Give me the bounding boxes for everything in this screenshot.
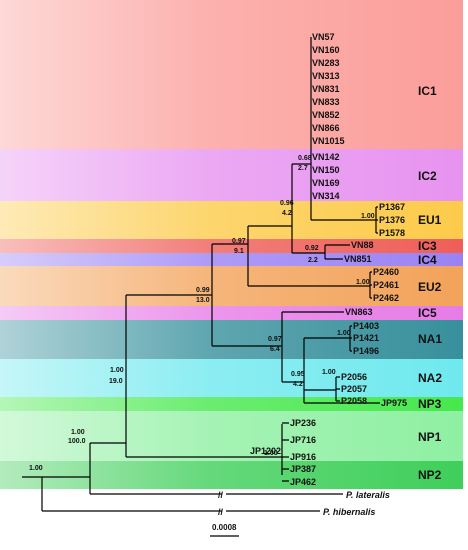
support-bs-ingroup: 19.0	[109, 378, 123, 385]
clade-label-eu1: EU1	[418, 213, 442, 227]
taxon-label: VN314	[312, 191, 340, 201]
taxon-label: P1367	[379, 202, 405, 212]
taxon-label: JP716	[290, 435, 316, 445]
support-pp-ingroup: 1.00	[110, 367, 124, 374]
taxon-label: VN863	[345, 307, 373, 317]
clade-label-eu2: EU2	[418, 280, 442, 294]
branch-eu1-tips	[376, 206, 378, 234]
clade-label-np2: NP2	[418, 468, 442, 482]
support-values: 0.68 2.7 0.96 4.2 1.00 0.92 2.2 0.97 9.1…	[29, 155, 375, 472]
taxon-label: P1496	[353, 346, 379, 356]
support-bs-na: 6.4	[270, 346, 280, 353]
clade-label-na2: NA2	[418, 371, 442, 385]
branch-na1-tips	[350, 325, 352, 352]
scale-bar-label: 0.0008	[212, 523, 237, 532]
support-bs-withlat: 100.0	[68, 438, 86, 445]
taxon-label: VN1015	[312, 136, 345, 146]
support-pp-np1np2: 1.00	[264, 450, 278, 457]
taxon-label: VN169	[312, 178, 340, 188]
taxon-label: JP387	[290, 464, 316, 474]
taxon-label: VN313	[312, 71, 340, 81]
taxon-label: VN866	[312, 123, 340, 133]
branch-eu2-tips	[370, 271, 372, 299]
taxon-label: P1421	[353, 333, 379, 343]
support-pp-eu1ic: 0.96	[280, 200, 294, 207]
taxon-label: P2460	[373, 267, 399, 277]
taxon-label: VN851	[344, 254, 372, 264]
branch-np2-tips	[282, 468, 289, 482]
taxon-label: VN852	[312, 110, 340, 120]
support-pp-withlat: 1.00	[71, 429, 85, 436]
outgroup-label-lateralis: P. lateralis	[346, 490, 390, 500]
clade-label-ic3: IC3	[418, 239, 437, 253]
taxon-label: VN57	[312, 32, 335, 42]
clade-label-ic1: IC1	[418, 84, 437, 98]
support-pp-ic: 0.68	[298, 155, 312, 162]
clade-label-na1: NA1	[418, 332, 442, 346]
support-pp-eu1: 1.00	[361, 213, 375, 220]
support-bs-eu2ic: 9.1	[234, 248, 244, 255]
taxon-label: P1376	[379, 215, 405, 225]
scale-bar: 0.0008	[210, 523, 239, 537]
support-pp-upper: 0.99	[196, 287, 210, 294]
taxon-label: VN831	[312, 84, 340, 94]
break-mark-lateralis: //	[218, 490, 224, 500]
taxon-label: VN88	[351, 240, 374, 250]
taxon-label: P2056	[341, 372, 367, 382]
support-bs-na2np3: 4.2	[293, 381, 303, 388]
taxon-label: P2461	[373, 280, 399, 290]
branch-na2-tips	[336, 376, 340, 402]
support-bs-ic34: 2.2	[308, 257, 318, 264]
taxon-label: JP975	[381, 398, 407, 408]
clade-label-ic2: IC2	[418, 169, 437, 183]
support-bs-upper: 13.0	[196, 297, 210, 304]
clade-label-ic5: IC5	[418, 306, 437, 320]
taxon-label: JP1202	[250, 446, 281, 456]
break-mark-hibernalis: //	[218, 507, 224, 517]
taxon-label: P2057	[341, 384, 367, 394]
support-pp-na1: 1.00	[337, 330, 351, 337]
clade-label-np3: NP3	[418, 397, 442, 411]
support-pp-na2np3: 0.95	[291, 371, 305, 378]
taxon-label: JP916	[290, 452, 316, 462]
taxon-labels: VN57 VN160 VN283 VN313 VN831 VN833 VN852…	[250, 32, 407, 517]
taxon-label: P1578	[379, 228, 405, 238]
taxon-label: JP236	[290, 418, 316, 428]
tree-branches	[22, 37, 380, 512]
support-pp-na2: 1.00	[322, 369, 336, 376]
support-pp-eu2ic: 0.97	[232, 238, 246, 245]
outgroup-label-hibernalis: P. hibernalis	[323, 507, 375, 517]
taxon-label: VN150	[312, 165, 340, 175]
taxon-label: P2462	[373, 293, 399, 303]
clade-label-np1: NP1	[418, 430, 442, 444]
support-pp-eu2: 1.00	[356, 279, 370, 286]
support-pp-root: 1.00	[29, 465, 43, 472]
support-bs-ic: 2.7	[298, 165, 308, 172]
taxon-label: VN142	[312, 152, 340, 162]
support-bs-eu1ic: 4.2	[282, 210, 292, 217]
clade-labels: IC1 IC2 EU1 IC3 IC4 EU2 IC5 NA1 NA2 NP3 …	[418, 84, 442, 482]
support-pp-na: 0.97	[268, 336, 282, 343]
taxon-label: P2058	[341, 396, 367, 406]
support-pp-ic34: 0.92	[305, 245, 319, 252]
clade-label-ic4: IC4	[418, 253, 437, 267]
taxon-label: VN160	[312, 45, 340, 55]
taxon-label: VN833	[312, 97, 340, 107]
taxon-label: VN283	[312, 58, 340, 68]
branch-np1-tips	[282, 422, 289, 458]
taxon-label: JP462	[290, 477, 316, 487]
taxon-label: P1403	[353, 321, 379, 331]
